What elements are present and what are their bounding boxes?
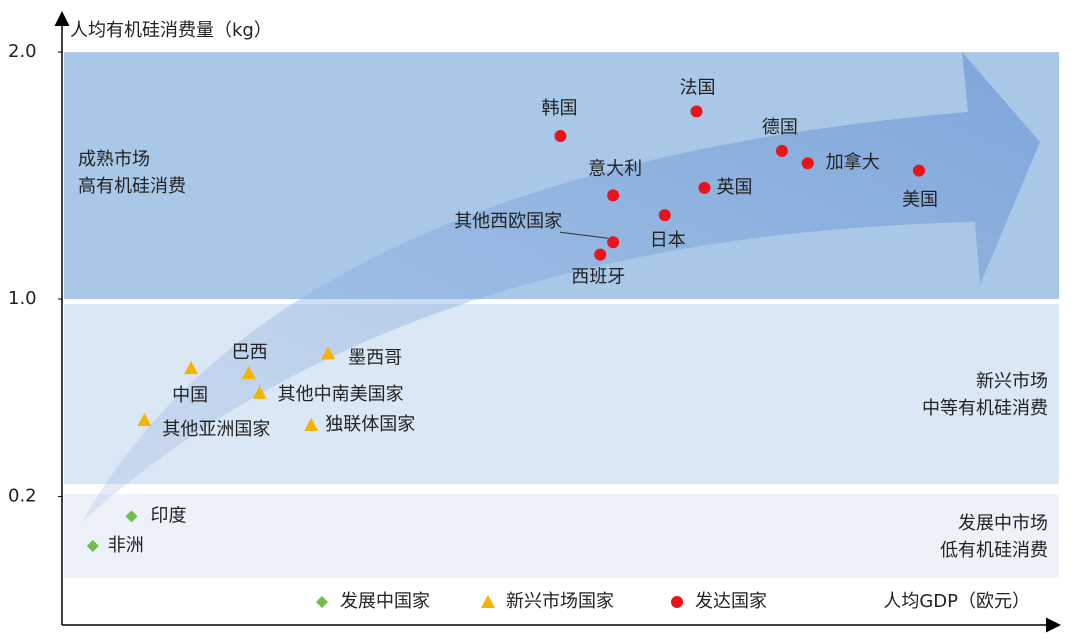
legend-marker: [316, 596, 328, 608]
legend-item: 发展中国家: [316, 591, 430, 612]
band-label: 中等有机硅消费: [922, 398, 1048, 419]
point: [698, 181, 711, 194]
point-label: 印度: [151, 505, 187, 526]
point: [658, 209, 671, 222]
point: [137, 413, 152, 427]
point-label: 西班牙: [571, 267, 625, 288]
y-tick-label: 1.0: [8, 288, 37, 309]
band-label: 低有机硅消费: [940, 540, 1048, 561]
point: [321, 346, 336, 360]
band-label: 高有机硅消费: [78, 176, 186, 197]
point: [184, 361, 199, 375]
x-axis-label: 人均GDP（欧元）: [883, 591, 1030, 612]
point: [775, 144, 788, 157]
point: [241, 366, 256, 380]
point-label: 中国: [172, 385, 208, 406]
legend-item: 新兴市场国家: [481, 591, 614, 612]
legend-label: 新兴市场国家: [506, 591, 614, 612]
point: [607, 236, 620, 249]
point-label: 独联体国家: [325, 414, 415, 435]
legend-item: 发达国家: [671, 591, 767, 612]
point: [690, 105, 703, 118]
point-label: 巴西: [232, 342, 268, 363]
y-axis-label: 人均有机硅消费量（kg）: [70, 20, 272, 41]
trend-arrow: [82, 52, 1040, 522]
point-label: 美国: [902, 190, 938, 211]
point-label: 德国: [762, 117, 798, 138]
point-label: 其他中南美国家: [278, 384, 404, 405]
point-label: 英国: [716, 177, 752, 198]
point-label: 其他西欧国家: [454, 211, 562, 232]
point-label: 非洲: [108, 535, 144, 556]
point: [594, 248, 607, 261]
point-label: 韩国: [541, 98, 577, 119]
legend-label: 发展中国家: [340, 591, 430, 612]
band-label: 新兴市场: [976, 371, 1048, 392]
point-label: 法国: [680, 77, 716, 98]
band-label: 发展中市场: [958, 513, 1048, 534]
point-label: 意大利: [588, 158, 642, 179]
point: [86, 539, 99, 552]
point: [554, 130, 567, 143]
point-label: 其他亚洲国家: [162, 419, 270, 440]
leader-line: [560, 231, 609, 239]
point: [304, 417, 319, 431]
y-tick-label: 2.0: [8, 41, 37, 62]
point: [607, 189, 620, 202]
legend-marker: [671, 596, 683, 608]
market-band: [64, 494, 1059, 579]
point: [125, 510, 138, 523]
legend-label: 发达国家: [695, 591, 767, 612]
point-label: 加拿大: [826, 151, 880, 173]
point: [912, 164, 925, 177]
point: [252, 385, 267, 399]
point-label: 日本: [650, 230, 686, 251]
point-label: 墨西哥: [348, 347, 402, 368]
y-tick-label: 0.2: [8, 486, 37, 507]
band-label: 成熟市场: [78, 149, 150, 170]
point: [801, 157, 814, 170]
legend-marker: [481, 595, 495, 608]
